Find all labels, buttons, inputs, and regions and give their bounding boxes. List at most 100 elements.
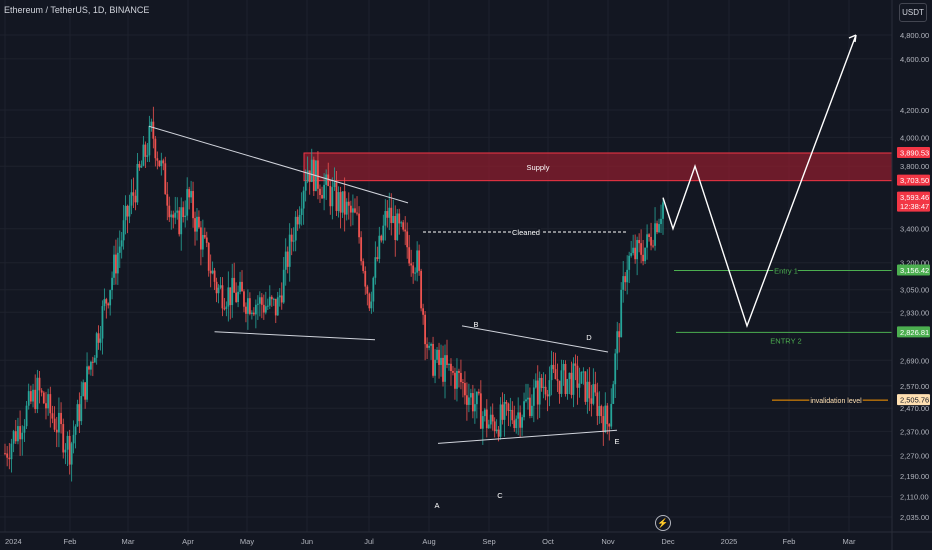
price-tag-label-4: 2,826.81 bbox=[900, 328, 929, 337]
time-axis[interactable]: 2024 Feb Mar Apr May Jun Jul Aug Sep Oct Nov Dec 202… bbox=[0, 531, 932, 546]
candle-body bbox=[638, 240, 641, 244]
candle-body bbox=[294, 216, 297, 241]
candle-body bbox=[34, 389, 37, 410]
candle-body bbox=[378, 235, 381, 259]
wedge-lower-line bbox=[214, 331, 376, 341]
candle-body bbox=[254, 304, 257, 315]
candle-body bbox=[402, 222, 405, 230]
lightning-icon[interactable]: ⚡ bbox=[655, 515, 671, 531]
candle-body bbox=[86, 366, 88, 400]
candle-body bbox=[180, 207, 183, 235]
candle-body bbox=[527, 397, 529, 400]
candle-body bbox=[176, 210, 179, 213]
candle-body bbox=[174, 212, 177, 218]
candle-body bbox=[380, 235, 383, 241]
entry2-label: ENTRY 2 bbox=[770, 336, 801, 345]
candle-body bbox=[55, 429, 58, 433]
y-tick-label-2: 4,200.00 bbox=[900, 106, 929, 115]
candle-body bbox=[529, 397, 531, 416]
candle-body bbox=[521, 417, 523, 428]
y-tick-label-6: 3,200.00 bbox=[900, 259, 929, 268]
y-tick-label-8: 2,930.00 bbox=[900, 308, 929, 317]
candlestick-series bbox=[4, 106, 664, 482]
candle-body bbox=[428, 345, 430, 348]
candle-body bbox=[62, 424, 65, 453]
candle-body bbox=[596, 392, 599, 416]
candle-body bbox=[237, 291, 239, 303]
candle-body bbox=[519, 412, 522, 428]
candle-body bbox=[558, 380, 561, 394]
candle-body bbox=[138, 163, 141, 168]
candle-body bbox=[82, 382, 85, 397]
candle-body bbox=[284, 251, 287, 270]
candle-body bbox=[462, 382, 464, 384]
candle-body bbox=[460, 372, 462, 383]
candle-body bbox=[103, 299, 106, 307]
candle-body bbox=[90, 361, 92, 370]
candle-body bbox=[546, 394, 549, 397]
candle-body bbox=[201, 234, 204, 250]
candle-body bbox=[374, 257, 377, 278]
candle-body bbox=[298, 214, 301, 225]
candle-body bbox=[628, 255, 631, 270]
candle-body bbox=[358, 213, 360, 238]
price-tag-countdown-2: 12:38:47 bbox=[900, 202, 929, 211]
x-tick-label-11: Dec bbox=[661, 537, 675, 546]
candle-body bbox=[446, 355, 448, 365]
candle-body bbox=[648, 234, 650, 237]
x-tick-label-1: Feb bbox=[64, 537, 77, 546]
candle-body bbox=[252, 312, 255, 315]
candle-body bbox=[72, 434, 75, 444]
candle-body bbox=[256, 303, 259, 305]
candle-body bbox=[268, 296, 271, 306]
candle-body bbox=[101, 306, 104, 339]
supply-label: Supply bbox=[527, 163, 550, 172]
candle-body bbox=[47, 394, 50, 409]
candle-body bbox=[134, 195, 137, 203]
candle-body bbox=[140, 165, 143, 168]
candle-body bbox=[198, 216, 200, 228]
candle-body bbox=[203, 234, 206, 238]
candle-body bbox=[592, 384, 595, 404]
label-point-b: B bbox=[473, 320, 478, 329]
candle-body bbox=[458, 370, 460, 373]
candle-body bbox=[646, 234, 648, 248]
candle-body bbox=[32, 389, 34, 402]
currency-selector[interactable]: USDT bbox=[899, 3, 927, 22]
candle-body bbox=[229, 287, 232, 306]
candle-body bbox=[364, 270, 367, 287]
candle-body bbox=[485, 409, 488, 429]
candle-body bbox=[333, 182, 336, 188]
candle-body bbox=[323, 184, 326, 199]
candle-body bbox=[144, 144, 147, 157]
candle-body bbox=[115, 254, 117, 274]
candle-body bbox=[652, 245, 654, 247]
candle-body bbox=[544, 386, 547, 395]
candle-body bbox=[481, 416, 484, 429]
y-tick-label-9: 2,690.00 bbox=[900, 356, 929, 365]
projection-arrowhead bbox=[848, 34, 857, 43]
label-point-a: A bbox=[434, 501, 439, 510]
candle-body bbox=[248, 298, 251, 314]
candle-body bbox=[36, 377, 39, 410]
candle-body bbox=[319, 188, 321, 196]
candle-body bbox=[354, 208, 356, 213]
candle-body bbox=[468, 397, 470, 405]
candle-body bbox=[205, 237, 208, 243]
candle-body bbox=[250, 312, 253, 314]
price-tag-label-0: 3,890.53 bbox=[900, 148, 929, 157]
candle-body bbox=[372, 277, 375, 302]
candle-body bbox=[420, 270, 423, 309]
candle-body bbox=[564, 363, 567, 395]
candle-body bbox=[162, 160, 165, 164]
candle-body bbox=[550, 364, 553, 381]
candle-body bbox=[448, 363, 450, 365]
price-axis[interactable]: 4,800.00 4,600.00 4,200.00 4,000.00 3,800.00… bbox=[891, 0, 930, 550]
candle-body bbox=[6, 453, 9, 458]
projection-path bbox=[662, 34, 857, 328]
candle-body bbox=[640, 243, 643, 255]
candle-body bbox=[84, 382, 87, 400]
candle-body bbox=[600, 406, 603, 417]
candle-body bbox=[235, 292, 238, 303]
